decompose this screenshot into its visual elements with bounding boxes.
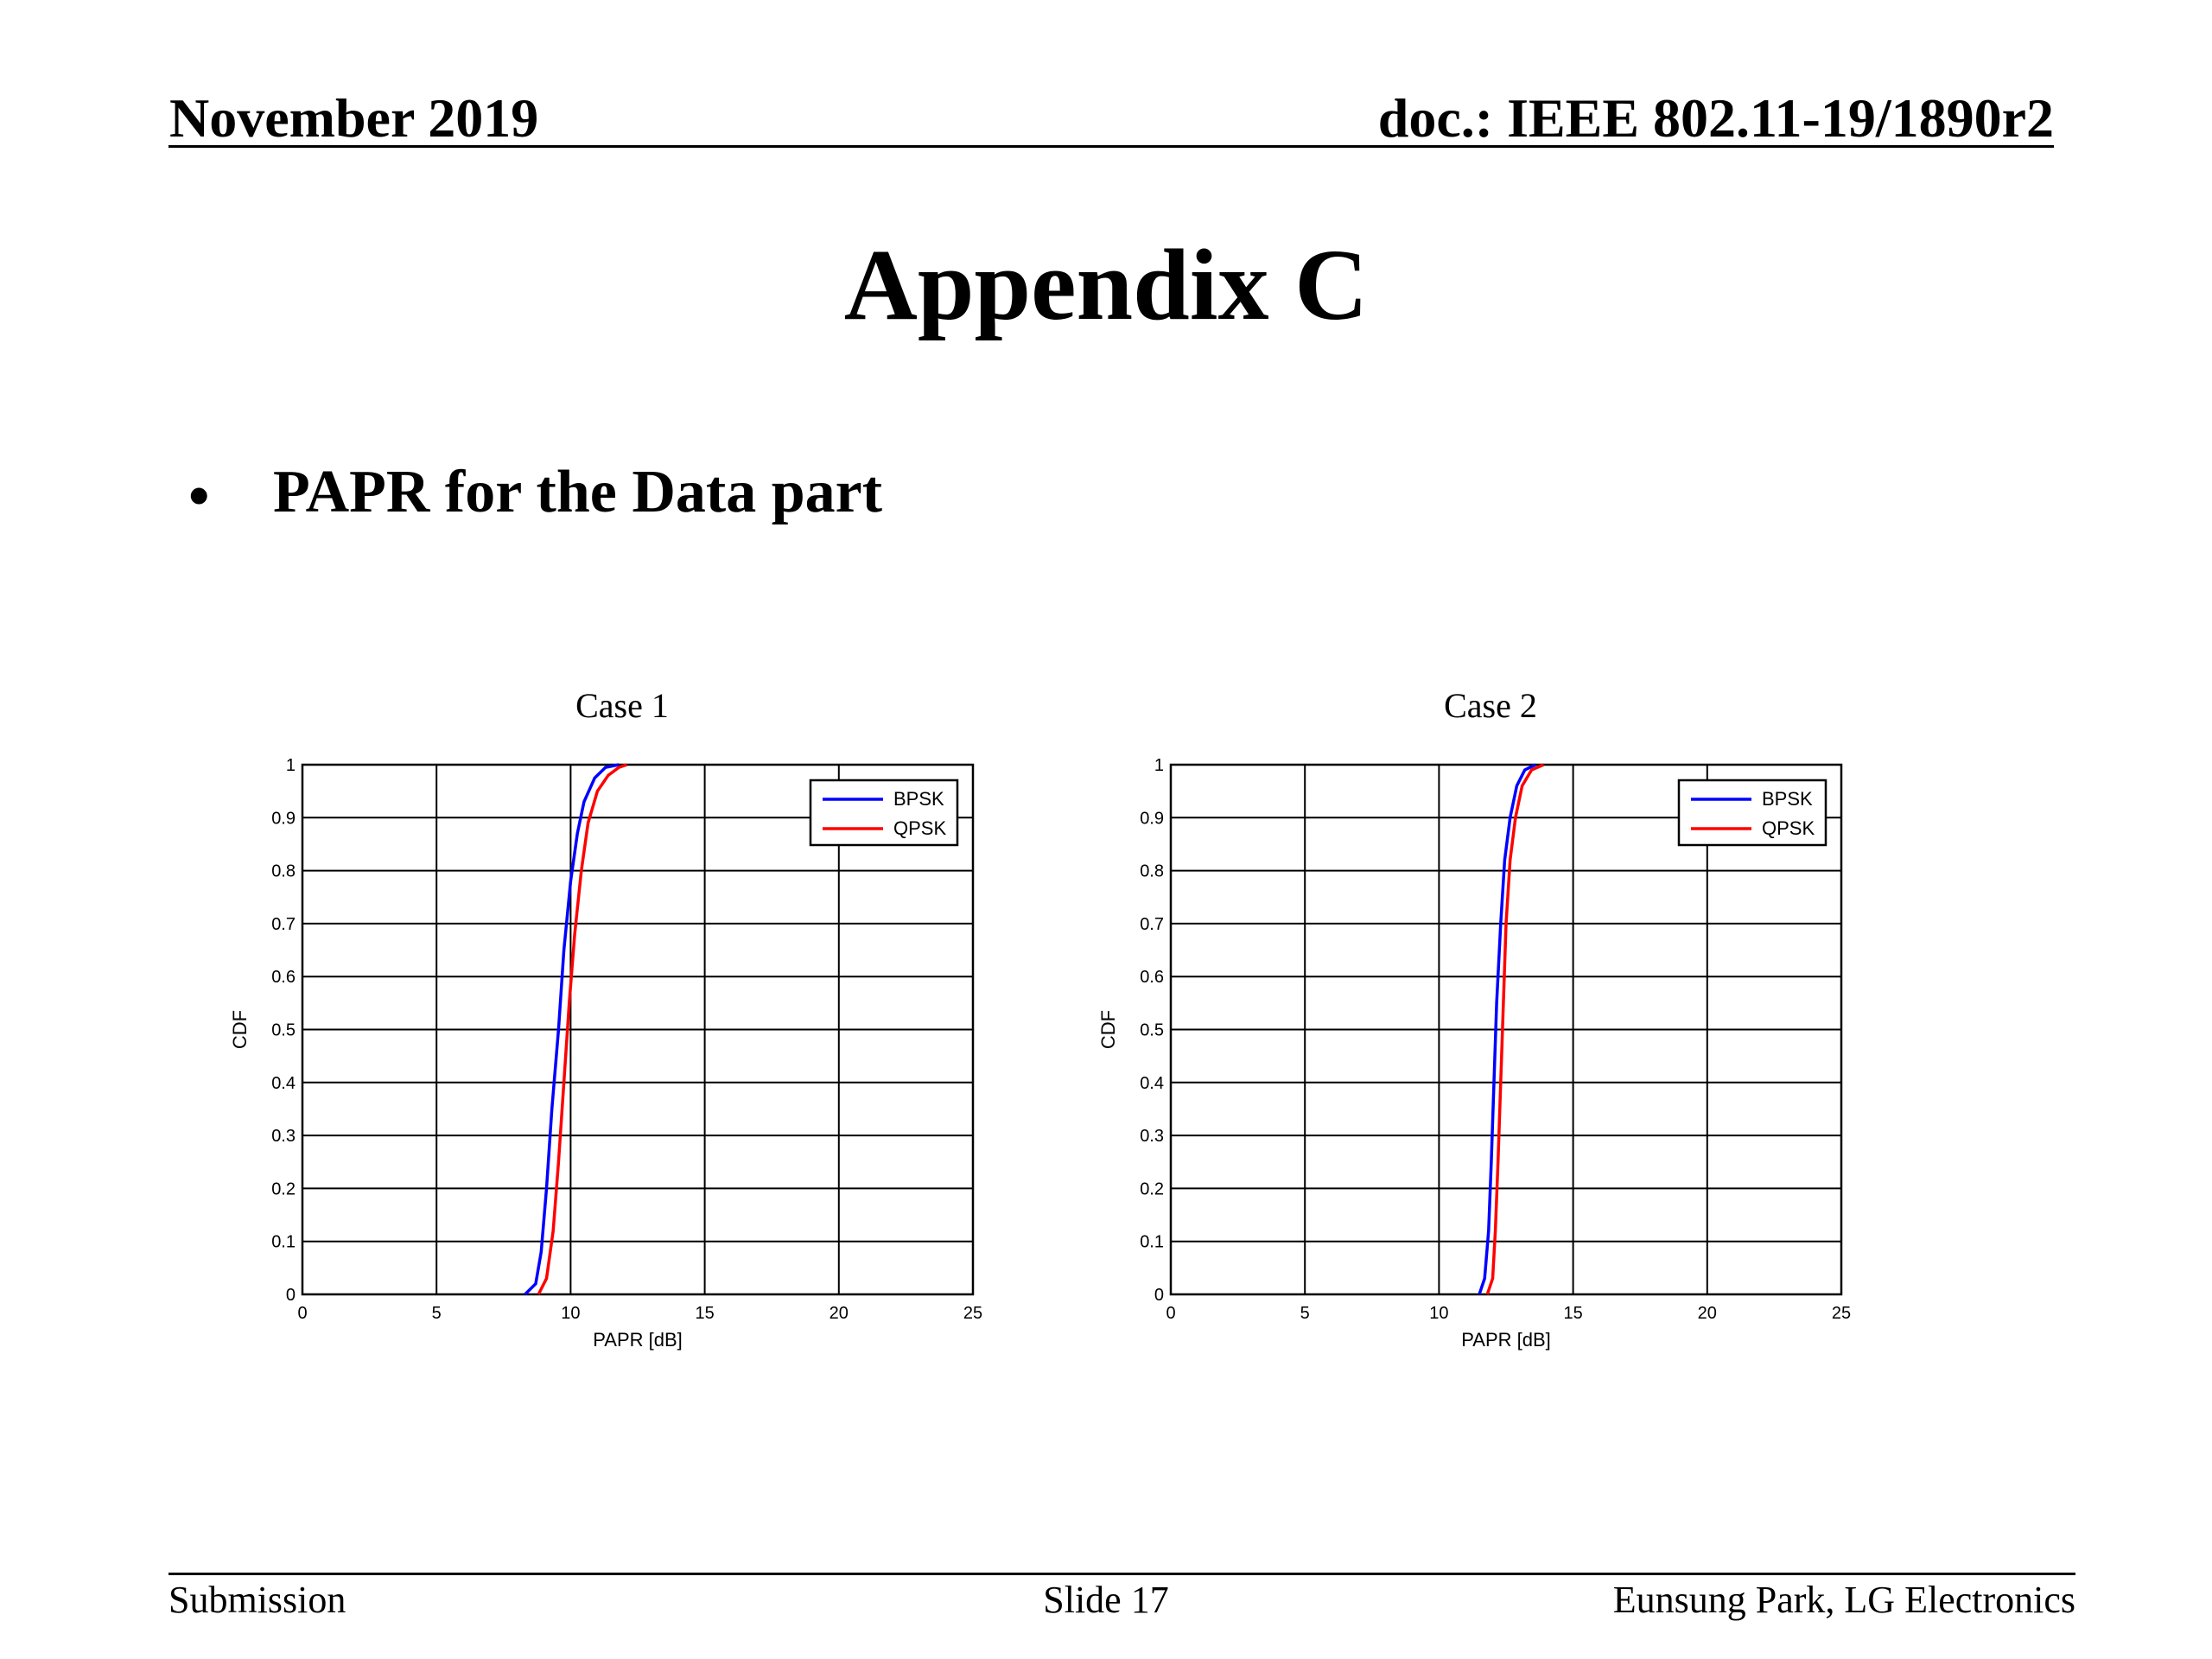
series-line-qpsk (537, 763, 628, 1295)
y-tick-label: 0.4 (271, 1074, 296, 1093)
y-tick-label: 0.2 (1140, 1179, 1164, 1198)
x-tick-label: 10 (1429, 1304, 1448, 1323)
y-tick-label: 0.3 (1140, 1127, 1164, 1146)
x-tick-label: 0 (1166, 1304, 1175, 1323)
y-tick-label: 0.5 (1140, 1021, 1164, 1040)
y-axis-label: CDF (1097, 1010, 1119, 1049)
slide-title: Appendix C (843, 228, 1369, 341)
x-tick-label: 5 (1300, 1304, 1310, 1323)
x-tick-label: 20 (1698, 1304, 1717, 1323)
chart-title: Case 1 (575, 686, 669, 725)
legend-box (1677, 779, 1827, 847)
legend-box (809, 779, 959, 847)
y-tick-label: 0.1 (271, 1233, 296, 1252)
series-line-bpsk (524, 763, 620, 1296)
y-tick-label: 0.7 (271, 915, 296, 934)
y-tick-label: 0.2 (271, 1179, 296, 1198)
y-tick-label: 0.4 (1140, 1074, 1164, 1093)
legend-label-qpsk: QPSK (893, 817, 946, 839)
legend-label-bpsk: BPSK (1762, 788, 1813, 810)
x-tick-label: 15 (1563, 1304, 1582, 1323)
y-tick-label: 0.6 (271, 968, 296, 987)
y-axis-label: CDF (229, 1010, 251, 1049)
bullet-marker: • (188, 463, 210, 530)
y-tick-label: 0.8 (1140, 862, 1164, 881)
y-tick-label: 0.6 (1140, 968, 1164, 987)
y-tick-label: 0.7 (1140, 915, 1164, 934)
x-axis-label: PAPR [dB] (1461, 1329, 1551, 1351)
footer-slide-number: Slide 17 (1043, 1579, 1169, 1621)
legend-label-qpsk: QPSK (1762, 817, 1815, 839)
y-tick-label: 1 (286, 756, 296, 775)
plot-frame (301, 763, 975, 1296)
y-tick-label: 0.3 (271, 1127, 296, 1146)
header-divider (168, 145, 2054, 148)
header-date: November 2019 (169, 87, 539, 149)
x-tick-label: 5 (432, 1304, 442, 1323)
chart-case-2: Case 2 0 5 10 15 20 25 0 0.1 0.2 0.3 0.4 0.5 0.6 0.7 0.… (1097, 686, 1851, 1351)
y-tick-label: 1 (1154, 756, 1164, 775)
legend-label-bpsk: BPSK (893, 788, 944, 810)
x-tick-label: 25 (963, 1304, 982, 1323)
x-tick-label: 0 (297, 1304, 307, 1323)
x-axis-label: PAPR [dB] (593, 1329, 683, 1351)
footer-divider (168, 1573, 2075, 1575)
y-tick-label: 0.1 (1140, 1233, 1164, 1252)
header-doc-id: doc.: IEEE 802.11-19/1890r2 (1377, 87, 2054, 149)
chart-case-1: Case 1 0 5 10 15 20 25 0 0.1 0.2 0.3 0.4 0.5 0.6 0.7 0.… (229, 686, 982, 1351)
x-tick-label: 20 (830, 1304, 849, 1323)
y-tick-label: 0.5 (271, 1021, 296, 1040)
plot-frame (1169, 763, 1843, 1296)
y-tick-label: 0 (1154, 1286, 1164, 1305)
y-tick-label: 0.8 (271, 862, 296, 881)
series-line-bpsk (1478, 763, 1536, 1295)
x-tick-label: 15 (695, 1304, 714, 1323)
y-tick-label: 0.9 (271, 809, 296, 828)
footer-submission: Submission (168, 1579, 346, 1621)
series-line-qpsk (1485, 763, 1545, 1295)
chart-title: Case 2 (1444, 686, 1537, 725)
y-tick-label: 0 (286, 1286, 296, 1305)
x-tick-label: 10 (561, 1304, 580, 1323)
y-tick-label: 0.9 (1140, 809, 1164, 828)
bullet-text: PAPR for the Data part (273, 459, 883, 525)
footer-author: Eunsung Park, LG Electronics (1612, 1579, 2075, 1621)
x-tick-label: 25 (1832, 1304, 1851, 1323)
